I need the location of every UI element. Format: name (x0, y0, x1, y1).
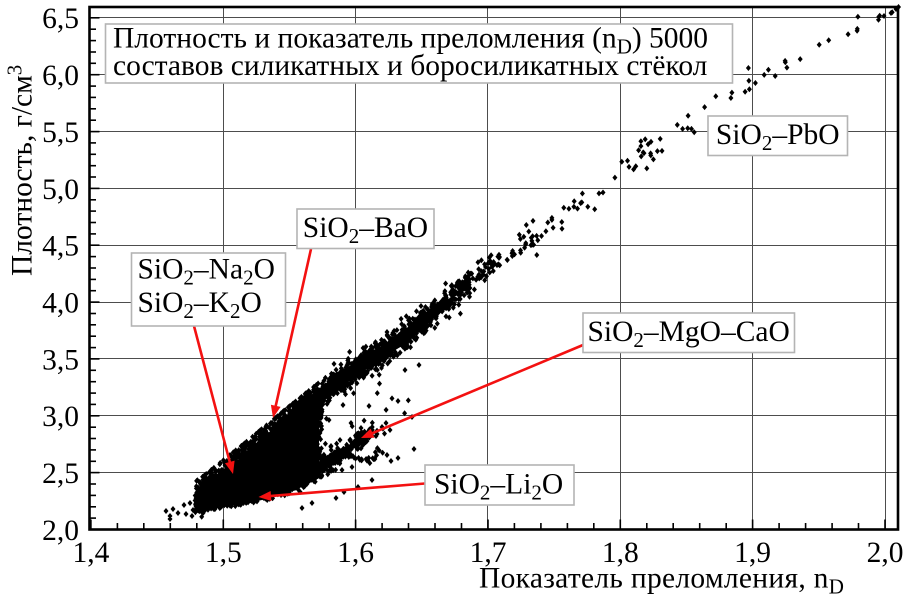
svg-text:1,5: 1,5 (205, 537, 242, 569)
svg-text:SiO2–Li2O: SiO2–Li2O (434, 469, 563, 505)
svg-text:Плотность и показатель преломл: Плотность и показатель преломления (nD) … (113, 23, 708, 59)
svg-text:SiO2–K2O: SiO2–K2O (138, 287, 262, 323)
svg-text:SiO2–PbO: SiO2–PbO (716, 119, 840, 155)
svg-text:1,9: 1,9 (734, 537, 771, 569)
svg-text:Плотность, г/см3: Плотность, г/см3 (3, 65, 39, 276)
svg-text:4,0: 4,0 (42, 288, 79, 320)
svg-text:1,8: 1,8 (602, 537, 639, 569)
svg-text:2,5: 2,5 (42, 458, 79, 490)
svg-text:1,7: 1,7 (470, 537, 507, 569)
svg-text:1,6: 1,6 (337, 537, 374, 569)
svg-text:3,0: 3,0 (42, 401, 79, 433)
svg-text:6,0: 6,0 (42, 60, 79, 92)
svg-text:SiO2–MgO–CaO: SiO2–MgO–CaO (588, 316, 790, 352)
svg-text:4,5: 4,5 (42, 231, 79, 263)
svg-text:составов силикатных и боросили: составов силикатных и боросиликатных стё… (113, 50, 708, 82)
svg-text:3,5: 3,5 (42, 344, 79, 376)
svg-text:5,0: 5,0 (42, 174, 79, 206)
svg-text:2,0: 2,0 (42, 515, 79, 547)
svg-text:6,5: 6,5 (42, 3, 79, 35)
svg-text:5,5: 5,5 (42, 117, 79, 149)
svg-text:Показатель преломления, nD: Показатель преломления, nD (479, 563, 844, 599)
svg-text:2,0: 2,0 (867, 537, 904, 569)
svg-text:SiO2–BaO: SiO2–BaO (303, 212, 428, 248)
svg-text:1,4: 1,4 (72, 537, 109, 569)
svg-text:SiO2–Na2O: SiO2–Na2O (138, 254, 275, 290)
